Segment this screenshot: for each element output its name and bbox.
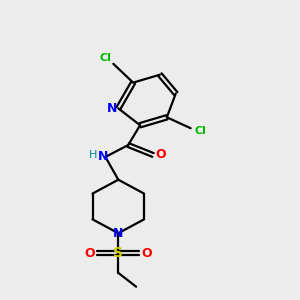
Text: S: S bbox=[113, 246, 123, 260]
Text: H: H bbox=[89, 150, 98, 160]
Text: O: O bbox=[84, 247, 95, 260]
Text: N: N bbox=[107, 102, 118, 115]
Text: O: O bbox=[156, 148, 166, 161]
Text: N: N bbox=[113, 227, 124, 240]
Text: Cl: Cl bbox=[100, 53, 111, 63]
Text: N: N bbox=[98, 150, 109, 164]
Text: Cl: Cl bbox=[195, 126, 206, 136]
Text: O: O bbox=[142, 247, 152, 260]
